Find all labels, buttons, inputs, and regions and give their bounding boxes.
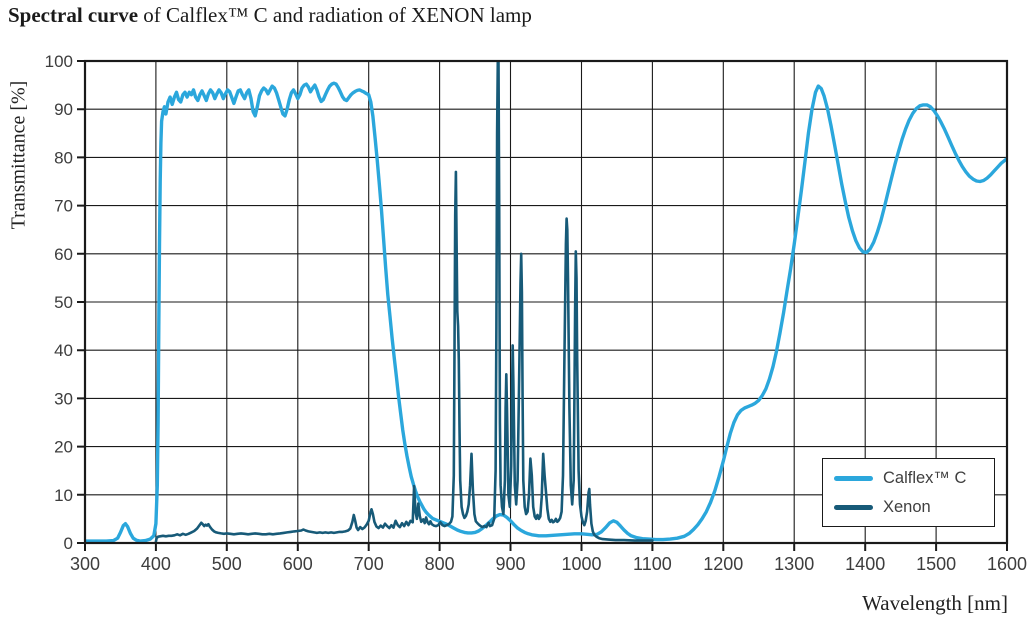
y-tick-label: 100 xyxy=(45,52,73,71)
x-tick-label: 1200 xyxy=(703,554,743,574)
x-tick-label: 1400 xyxy=(845,554,885,574)
y-tick-label: 80 xyxy=(54,148,73,167)
x-tick-label: 700 xyxy=(354,554,384,574)
y-tick-label: 70 xyxy=(54,197,73,216)
legend-item-xenon: Xenon xyxy=(834,498,994,517)
y-tick-label: 10 xyxy=(54,486,73,505)
chart-title-bold: Spectral curve xyxy=(8,3,139,27)
legend: Calflex™ C Xenon xyxy=(822,458,995,527)
x-tick-label: 1000 xyxy=(561,554,601,574)
y-tick-label: 20 xyxy=(54,438,73,457)
plot-frame xyxy=(83,59,1009,545)
chart-title-rest: of Calflex™ C and radiation of XENON lam… xyxy=(138,3,532,27)
xenon-curve xyxy=(154,61,654,543)
x-axis-title: Wavelength [nm] xyxy=(862,591,1008,615)
legend-label-xenon: Xenon xyxy=(883,497,931,516)
legend-item-calflex: Calflex™ C xyxy=(834,469,994,488)
calflex-line-swatch xyxy=(834,475,873,481)
x-tick-label: 1600 xyxy=(987,554,1027,574)
legend-label-calflex: Calflex™ C xyxy=(883,468,967,487)
x-tick-label: 1100 xyxy=(633,554,672,574)
chart-title: Spectral curve of Calflex™ C and radiati… xyxy=(8,3,532,28)
y-tick-label: 50 xyxy=(54,293,73,312)
axis-ticks xyxy=(77,60,1008,551)
x-tick-label: 1300 xyxy=(774,554,814,574)
y-tick-label: 60 xyxy=(54,245,73,264)
y-tick-label: 40 xyxy=(54,341,73,360)
y-tick-label: 90 xyxy=(54,100,73,119)
x-tick-label: 800 xyxy=(425,554,455,574)
x-tick-label: 600 xyxy=(283,554,313,574)
calflex-curve xyxy=(85,81,1007,543)
y-axis-title: Transmittance [%] xyxy=(7,80,30,230)
x-tick-label: 400 xyxy=(141,554,171,574)
x-tick-label: 1500 xyxy=(916,554,956,574)
y-tick-label: 0 xyxy=(64,534,73,553)
y-tick-label: 30 xyxy=(54,389,73,408)
x-tick-label: 900 xyxy=(495,554,525,574)
x-tick-label: 500 xyxy=(212,554,242,574)
xenon-line-swatch xyxy=(834,504,873,510)
x-tick-label: 300 xyxy=(70,554,100,574)
